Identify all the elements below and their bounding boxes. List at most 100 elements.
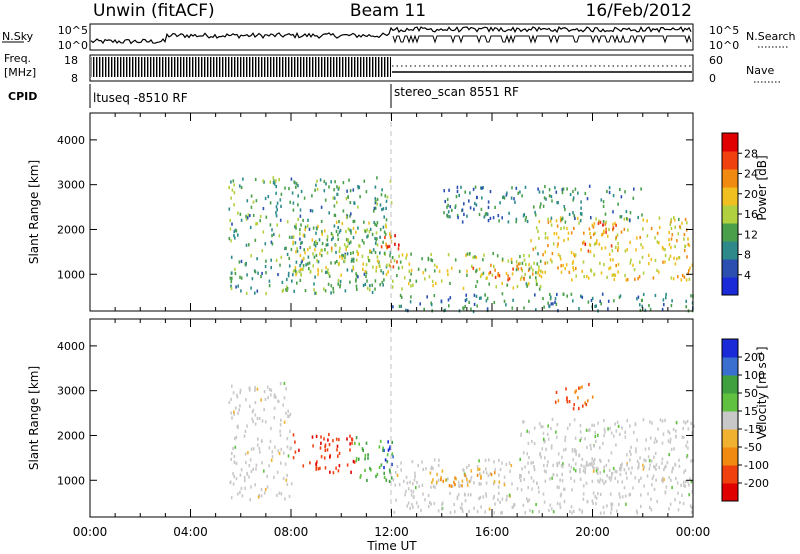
data-cell bbox=[489, 216, 492, 220]
data-cell bbox=[269, 180, 272, 184]
data-cell bbox=[279, 218, 282, 222]
data-cell bbox=[670, 304, 673, 308]
data-cell bbox=[275, 211, 277, 215]
data-cell bbox=[683, 233, 686, 237]
data-cell bbox=[609, 492, 612, 496]
data-cell bbox=[609, 478, 612, 482]
data-cell bbox=[320, 248, 322, 252]
data-cell bbox=[410, 252, 412, 256]
data-cell bbox=[231, 222, 233, 226]
data-cell bbox=[664, 465, 666, 469]
cpid-segment-1: ltuseq -8510 RF bbox=[93, 91, 188, 105]
data-cell bbox=[374, 236, 376, 241]
data-cell bbox=[355, 284, 358, 288]
data-cell bbox=[367, 456, 369, 460]
data-cell bbox=[364, 453, 367, 457]
data-cell bbox=[449, 510, 452, 515]
data-cell bbox=[585, 428, 588, 432]
data-cell bbox=[594, 434, 597, 438]
cpid-label: CPID bbox=[8, 90, 37, 103]
data-cell bbox=[624, 494, 627, 498]
data-cell bbox=[266, 385, 269, 389]
data-cell bbox=[387, 270, 389, 274]
data-cell bbox=[467, 493, 470, 497]
data-cell bbox=[248, 464, 251, 468]
data-cell bbox=[685, 228, 688, 232]
data-cell bbox=[427, 256, 430, 260]
data-cell bbox=[388, 263, 391, 267]
data-cell bbox=[256, 222, 259, 226]
data-cell bbox=[444, 478, 447, 482]
data-cell bbox=[349, 228, 351, 232]
data-cell bbox=[291, 279, 293, 283]
data-cell bbox=[365, 274, 367, 279]
data-cell bbox=[384, 458, 387, 462]
data-cell bbox=[599, 459, 602, 463]
data-cell bbox=[266, 485, 269, 489]
data-cell bbox=[307, 248, 309, 252]
data-cell bbox=[235, 229, 238, 233]
data-cell bbox=[539, 259, 542, 263]
data-cell bbox=[456, 497, 459, 501]
data-cell bbox=[494, 502, 496, 506]
data-cell bbox=[328, 211, 330, 215]
data-cell bbox=[286, 437, 289, 441]
data-cell bbox=[642, 292, 645, 297]
data-cell bbox=[294, 266, 297, 270]
data-cell bbox=[645, 459, 647, 463]
data-cell bbox=[268, 284, 271, 288]
data-cell bbox=[681, 221, 683, 225]
data-cell bbox=[654, 258, 657, 262]
data-cell bbox=[624, 274, 626, 278]
data-cell bbox=[614, 469, 617, 473]
data-cell bbox=[593, 461, 595, 466]
data-cell bbox=[641, 255, 644, 259]
data-cell bbox=[267, 195, 270, 199]
data-cell bbox=[230, 397, 232, 401]
data-cell bbox=[284, 497, 286, 501]
data-cell bbox=[399, 293, 402, 297]
data-cell bbox=[606, 189, 608, 194]
data-cell bbox=[667, 429, 669, 433]
data-cell bbox=[599, 446, 601, 450]
data-cell bbox=[334, 261, 336, 265]
data-cell bbox=[542, 431, 545, 435]
data-cell bbox=[646, 219, 648, 223]
data-cell bbox=[587, 399, 589, 403]
data-cell bbox=[608, 267, 610, 271]
data-cell bbox=[572, 407, 575, 411]
data-cell bbox=[589, 463, 592, 467]
data-cell bbox=[364, 282, 367, 286]
data-cell bbox=[349, 442, 351, 446]
data-cell bbox=[235, 406, 237, 410]
data-cell bbox=[447, 203, 449, 207]
data-cell bbox=[422, 492, 424, 496]
data-cell bbox=[510, 464, 513, 468]
data-cell bbox=[246, 424, 248, 428]
data-cell bbox=[300, 272, 302, 276]
data-cell bbox=[590, 269, 593, 273]
data-cell bbox=[522, 420, 524, 424]
data-cell bbox=[472, 310, 475, 314]
data-cell bbox=[686, 255, 688, 259]
data-cell bbox=[433, 263, 436, 267]
data-cell bbox=[262, 179, 264, 183]
data-cell bbox=[333, 196, 336, 200]
data-cell bbox=[412, 482, 414, 486]
data-cell bbox=[355, 258, 358, 262]
data-cell bbox=[374, 241, 377, 245]
data-cell bbox=[436, 472, 438, 476]
data-cell bbox=[488, 272, 490, 276]
data-cell bbox=[355, 459, 358, 463]
data-cell bbox=[536, 262, 539, 266]
data-cell bbox=[547, 220, 550, 224]
data-cell bbox=[538, 287, 541, 291]
data-cell bbox=[533, 442, 536, 446]
data-cell bbox=[534, 293, 536, 297]
data-cell bbox=[596, 239, 598, 243]
data-cell bbox=[410, 268, 413, 272]
data-cell bbox=[615, 470, 618, 474]
data-cell bbox=[256, 387, 259, 391]
data-cell bbox=[386, 246, 388, 250]
